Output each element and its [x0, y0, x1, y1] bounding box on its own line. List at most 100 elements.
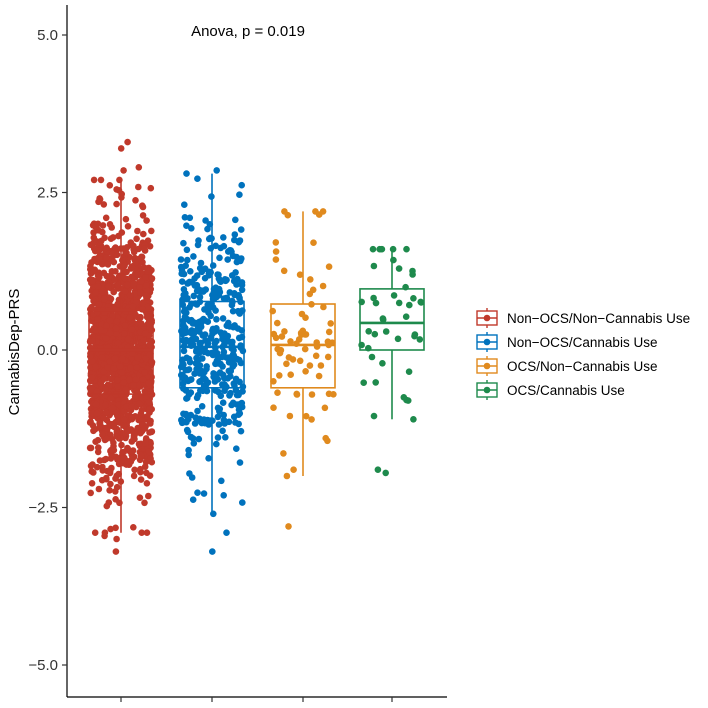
data-point	[114, 281, 122, 289]
data-point	[187, 268, 194, 275]
data-point	[232, 269, 239, 276]
data-point	[141, 330, 149, 337]
data-point	[106, 487, 113, 494]
data-point	[142, 458, 150, 466]
data-point	[122, 308, 129, 315]
data-point	[135, 381, 142, 389]
data-point	[236, 237, 244, 244]
data-point	[89, 277, 96, 285]
data-point	[128, 326, 136, 333]
data-point	[231, 291, 238, 299]
data-point	[133, 364, 140, 371]
data-point	[102, 435, 110, 443]
data-point	[195, 435, 203, 443]
data-point	[219, 335, 226, 343]
data-point	[142, 440, 149, 447]
data-point	[390, 256, 397, 264]
data-point	[233, 445, 240, 453]
data-point	[114, 456, 121, 463]
data-point	[382, 328, 390, 335]
data-point	[102, 214, 110, 222]
data-point	[196, 293, 204, 301]
data-point	[182, 387, 190, 394]
data-point	[272, 239, 280, 246]
data-point	[198, 419, 206, 427]
data-point	[205, 455, 212, 462]
data-point	[145, 313, 152, 321]
data-point	[216, 288, 224, 296]
data-point	[202, 217, 209, 224]
data-point	[113, 200, 120, 208]
data-point	[238, 286, 246, 294]
data-point	[217, 278, 224, 286]
data-point	[207, 245, 215, 252]
data-point	[216, 369, 224, 376]
data-point	[137, 429, 144, 437]
data-point	[274, 389, 281, 397]
data-point	[188, 474, 196, 481]
data-point	[410, 416, 417, 423]
data-point	[209, 262, 217, 269]
data-point	[96, 255, 103, 263]
data-point	[109, 404, 117, 412]
data-point	[136, 400, 144, 408]
outlier-point	[382, 469, 390, 477]
data-point	[179, 380, 187, 388]
data-point	[90, 229, 97, 236]
data-point	[191, 370, 198, 378]
data-point	[182, 329, 189, 337]
data-point	[285, 354, 293, 361]
data-point	[92, 400, 100, 408]
data-point	[121, 454, 128, 462]
data-point	[184, 256, 191, 264]
data-point	[183, 426, 191, 434]
legend-item: Non−OCS/Non−Cannabis Use	[476, 308, 690, 328]
data-point	[194, 407, 201, 415]
legend-label: OCS/Non−Cannabis Use	[507, 359, 657, 374]
data-point	[142, 435, 150, 442]
data-point	[141, 369, 148, 376]
data-point	[239, 388, 246, 395]
data-point	[143, 529, 151, 536]
data-point	[141, 499, 148, 507]
data-point	[139, 376, 147, 383]
data-point	[234, 307, 242, 315]
data-point	[236, 191, 243, 198]
outlier-point	[285, 523, 292, 530]
data-point	[321, 404, 329, 412]
data-point	[126, 314, 134, 322]
data-point	[100, 201, 108, 208]
data-point	[94, 220, 102, 228]
data-point	[139, 305, 146, 313]
data-point	[180, 270, 188, 278]
data-point	[204, 340, 212, 348]
data-point	[130, 382, 137, 389]
data-point	[106, 382, 113, 389]
data-point	[96, 424, 103, 432]
data-point	[181, 313, 189, 321]
data-point	[194, 175, 201, 182]
data-point	[131, 431, 138, 439]
data-point	[100, 295, 108, 303]
data-point	[395, 265, 403, 272]
data-point	[87, 353, 94, 360]
legend-label: Non−OCS/Non−Cannabis Use	[507, 311, 690, 326]
data-point	[141, 245, 148, 253]
data-point	[370, 294, 377, 302]
data-point	[143, 469, 150, 477]
legend: Non−OCS/Non−Cannabis Use Non−OCS/Cannabis…	[476, 308, 690, 400]
outlier-point	[403, 245, 410, 253]
data-point	[239, 499, 246, 506]
data-point	[213, 316, 220, 323]
data-point	[194, 489, 201, 497]
data-point	[129, 303, 137, 310]
data-point	[207, 269, 214, 276]
data-point	[182, 336, 190, 344]
data-point	[223, 383, 230, 391]
data-point	[141, 264, 148, 271]
data-point	[147, 455, 154, 462]
data-point	[123, 244, 131, 251]
data-point	[93, 388, 100, 395]
data-point	[94, 448, 102, 456]
